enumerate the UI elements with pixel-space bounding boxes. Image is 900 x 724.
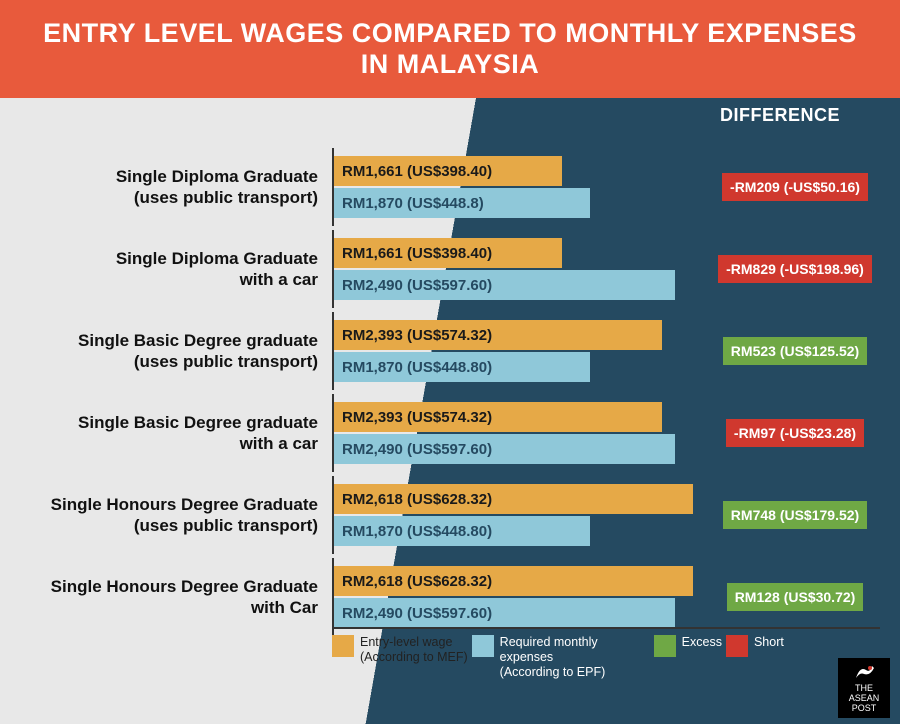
bars-group: RM1,661 (US$398.40) RM2,490 (US$597.60) bbox=[332, 230, 702, 308]
legend-short-label: Short bbox=[754, 635, 784, 650]
expense-bar: RM1,870 (US$448.80) bbox=[334, 516, 590, 546]
chart-row: Single Diploma Graduate(uses public tran… bbox=[0, 148, 900, 226]
legend-wage-line1: Entry-level wage bbox=[360, 635, 468, 650]
row-label-line1: Single Honours Degree Graduate bbox=[0, 494, 318, 515]
row-label-line2: with Car bbox=[0, 597, 318, 618]
difference-column: RM523 (US$125.52) bbox=[702, 312, 888, 390]
expense-value: RM2,490 (US$597.60) bbox=[342, 605, 492, 622]
legend-excess-label: Excess bbox=[682, 635, 722, 650]
row-label: Single Diploma Graduatewith a car bbox=[0, 230, 332, 308]
legend-exp-line1: Required monthly expenses bbox=[500, 635, 650, 665]
swatch-short bbox=[726, 635, 748, 657]
wage-value: RM2,393 (US$574.32) bbox=[342, 327, 492, 344]
bars-group: RM1,661 (US$398.40) RM1,870 (US$448.8) bbox=[332, 148, 702, 226]
legend-wage-text: Entry-level wage (According to MEF) bbox=[360, 635, 468, 665]
wage-bar: RM1,661 (US$398.40) bbox=[334, 238, 562, 268]
difference-badge: RM748 (US$179.52) bbox=[723, 501, 867, 529]
chart-area: Single Diploma Graduate(uses public tran… bbox=[0, 98, 900, 636]
row-label: Single Honours Degree Graduate(uses publ… bbox=[0, 476, 332, 554]
row-label-line2: with a car bbox=[0, 269, 318, 290]
logo-icon bbox=[852, 662, 876, 682]
expense-value: RM1,870 (US$448.8) bbox=[342, 195, 484, 212]
row-label-line1: Single Basic Degree graduate bbox=[0, 330, 318, 351]
legend: Entry-level wage (According to MEF) Requ… bbox=[332, 627, 880, 680]
row-label: Single Honours Degree Graduatewith Car bbox=[0, 558, 332, 636]
row-label-line2: (uses public transport) bbox=[0, 187, 318, 208]
expense-bar: RM2,490 (US$597.60) bbox=[334, 434, 675, 464]
expense-value: RM2,490 (US$597.60) bbox=[342, 277, 492, 294]
legend-wage-line2: (According to MEF) bbox=[360, 650, 468, 665]
wage-bar: RM2,618 (US$628.32) bbox=[334, 484, 693, 514]
infographic-container: ENTRY LEVEL WAGES COMPARED TO MONTHLY EX… bbox=[0, 0, 900, 724]
row-label: Single Basic Degree graduate(uses public… bbox=[0, 312, 332, 390]
row-label-line1: Single Basic Degree graduate bbox=[0, 412, 318, 433]
wage-bar: RM2,393 (US$574.32) bbox=[334, 320, 662, 350]
row-label-line1: Single Honours Degree Graduate bbox=[0, 576, 318, 597]
expense-value: RM1,870 (US$448.80) bbox=[342, 359, 492, 376]
chart-row: Single Honours Degree Graduate(uses publ… bbox=[0, 476, 900, 554]
bars-group: RM2,618 (US$628.32) RM1,870 (US$448.80) bbox=[332, 476, 702, 554]
expense-bar: RM2,490 (US$597.60) bbox=[334, 598, 675, 628]
legend-expense: Required monthly expenses (According to … bbox=[472, 635, 650, 680]
expense-value: RM1,870 (US$448.80) bbox=[342, 523, 492, 540]
expense-bar: RM1,870 (US$448.8) bbox=[334, 188, 590, 218]
bars-group: RM2,393 (US$574.32) RM2,490 (US$597.60) bbox=[332, 394, 702, 472]
legend-excess: Excess bbox=[654, 635, 722, 657]
chart-row: Single Basic Degree graduatewith a carRM… bbox=[0, 394, 900, 472]
expense-bar: RM2,490 (US$597.60) bbox=[334, 270, 675, 300]
row-label-line1: Single Diploma Graduate bbox=[0, 248, 318, 269]
page-title: ENTRY LEVEL WAGES COMPARED TO MONTHLY EX… bbox=[0, 0, 900, 98]
source-logo: THE ASEAN POST bbox=[838, 658, 890, 718]
wage-value: RM2,393 (US$574.32) bbox=[342, 409, 492, 426]
difference-column: RM748 (US$179.52) bbox=[702, 476, 888, 554]
row-label-line2: with a car bbox=[0, 433, 318, 454]
difference-badge: RM523 (US$125.52) bbox=[723, 337, 867, 365]
difference-badge: -RM829 (-US$198.96) bbox=[718, 255, 872, 283]
chart-row: Single Honours Degree Graduatewith CarRM… bbox=[0, 558, 900, 636]
difference-column: -RM209 (-US$50.16) bbox=[702, 148, 888, 226]
wage-value: RM2,618 (US$628.32) bbox=[342, 573, 492, 590]
logo-text: THE ASEAN POST bbox=[849, 683, 880, 713]
row-label: Single Diploma Graduate(uses public tran… bbox=[0, 148, 332, 226]
difference-badge: RM128 (US$30.72) bbox=[727, 583, 864, 611]
wage-value: RM1,661 (US$398.40) bbox=[342, 163, 492, 180]
difference-column: RM128 (US$30.72) bbox=[702, 558, 888, 636]
difference-column: -RM829 (-US$198.96) bbox=[702, 230, 888, 308]
difference-column: -RM97 (-US$23.28) bbox=[702, 394, 888, 472]
swatch-wage bbox=[332, 635, 354, 657]
swatch-expense bbox=[472, 635, 494, 657]
legend-wage: Entry-level wage (According to MEF) bbox=[332, 635, 468, 665]
wage-bar: RM2,618 (US$628.32) bbox=[334, 566, 693, 596]
wage-value: RM2,618 (US$628.32) bbox=[342, 491, 492, 508]
wage-bar: RM2,393 (US$574.32) bbox=[334, 402, 662, 432]
wage-bar: RM1,661 (US$398.40) bbox=[334, 156, 562, 186]
difference-badge: -RM209 (-US$50.16) bbox=[722, 173, 868, 201]
legend-short: Short bbox=[726, 635, 784, 657]
chart-row: Single Diploma Graduatewith a carRM1,661… bbox=[0, 230, 900, 308]
bars-group: RM2,393 (US$574.32) RM1,870 (US$448.80) bbox=[332, 312, 702, 390]
bars-group: RM2,618 (US$628.32) RM2,490 (US$597.60) bbox=[332, 558, 702, 636]
row-label-line2: (uses public transport) bbox=[0, 351, 318, 372]
expense-bar: RM1,870 (US$448.80) bbox=[334, 352, 590, 382]
legend-expense-text: Required monthly expenses (According to … bbox=[500, 635, 650, 680]
chart-row: Single Basic Degree graduate(uses public… bbox=[0, 312, 900, 390]
row-label-line2: (uses public transport) bbox=[0, 515, 318, 536]
wage-value: RM1,661 (US$398.40) bbox=[342, 245, 492, 262]
expense-value: RM2,490 (US$597.60) bbox=[342, 441, 492, 458]
difference-badge: -RM97 (-US$23.28) bbox=[726, 419, 864, 447]
row-label: Single Basic Degree graduatewith a car bbox=[0, 394, 332, 472]
legend-exp-line2: (According to EPF) bbox=[500, 665, 650, 680]
swatch-excess bbox=[654, 635, 676, 657]
row-label-line1: Single Diploma Graduate bbox=[0, 166, 318, 187]
